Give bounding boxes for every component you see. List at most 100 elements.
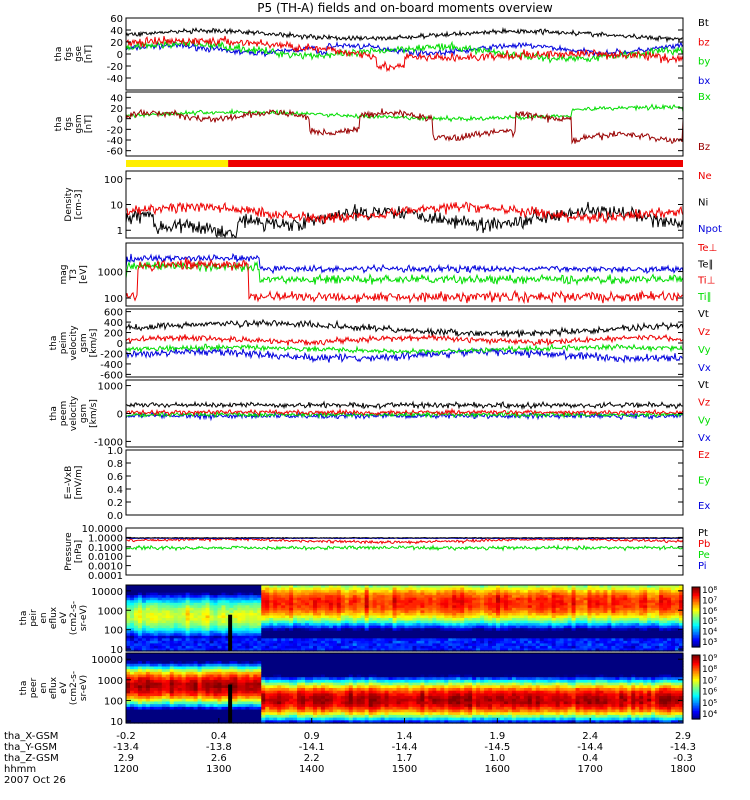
fgs-tick-label: 40 — [110, 26, 123, 37]
temp-ylabel: mag T3 [eV] — [59, 265, 89, 285]
peir-colorbar-label: 10⁶ — [702, 607, 717, 617]
x-tick-label-hhmm: 1500 — [392, 764, 417, 775]
peim-vel-tick-label: 0 — [117, 339, 123, 350]
fgs-gsm-ylabel-line: tha — [54, 117, 64, 132]
peem-vel-series-line — [125, 407, 684, 417]
fgs-tick-label: -40 — [107, 74, 123, 85]
fgs-gsm-frame — [125, 91, 684, 157]
peim-vel-ylabel: tha peim velocity gsm [km/s] — [49, 325, 99, 361]
fgs-series-line — [125, 35, 684, 73]
x-tick-label-Z: 2.2 — [304, 753, 320, 764]
efield-tick-label: 0.2 — [107, 498, 123, 509]
peim-vel-legend-Vz: Vz — [698, 327, 710, 338]
x-tick-label-hhmm: 1400 — [299, 764, 324, 775]
peem-vel-ylabel-line: gsm — [79, 404, 89, 423]
peer-tick-label: 100 — [104, 696, 123, 707]
temp-legend-Ti∥: Ti∥ — [697, 292, 712, 303]
peim-vel-ylabel-line: gsm — [79, 333, 89, 352]
x-tick-label-Y: -13.8 — [206, 742, 232, 753]
peem-vel-tick-label: 1000 — [98, 382, 123, 393]
peer-tick-label: 1000 — [98, 676, 123, 687]
fgs-series-line — [125, 26, 684, 44]
fgs-gsm-series-line — [125, 108, 684, 145]
density-ylabel: Density [cm-3] — [64, 187, 84, 222]
peer-colorbar-label: 10⁷ — [702, 676, 717, 686]
density-tick-label: 100 — [104, 175, 123, 186]
pressure-tick-label: 0.0100 — [88, 552, 123, 563]
efield-tick-label: 1.0 — [107, 446, 123, 457]
peir-colorbar-label: 10⁷ — [702, 596, 717, 606]
peir-tick-label: 1000 — [98, 606, 123, 617]
peir-data-gap — [228, 614, 233, 651]
pressure-tick-label: 0.0010 — [88, 562, 123, 573]
peer-ylabel-line: tha — [19, 681, 29, 696]
peer-ylabel-line: en — [39, 682, 49, 693]
fgs-ylabel-line: fgs — [64, 47, 74, 61]
density-legend-Npot: Npot — [698, 224, 722, 235]
fgs-tick-label: 0 — [117, 50, 123, 61]
pressure-ylabel-line: Pressure — [64, 532, 74, 571]
fgs-ylabel-line: gse — [74, 46, 84, 62]
x-tick-label-Z: 1.0 — [489, 753, 505, 764]
density-series-line — [125, 201, 684, 239]
peir-ylabel-line: tha — [19, 611, 29, 626]
temp-frame — [125, 242, 684, 307]
peir-ylabel-line: sr-eV) — [79, 605, 89, 631]
temp-legend-Ti⊥: Ti⊥ — [697, 276, 715, 287]
temp-legend-Te⊥: Te⊥ — [697, 243, 717, 254]
peim-vel-ylabel-line: tha — [49, 336, 59, 351]
fgs-tick-label: -20 — [107, 62, 123, 73]
mode-bar-red — [228, 160, 683, 167]
fgs-gsm-ylabel-line: [nT] — [84, 115, 94, 133]
mode-bar-yellow — [126, 160, 229, 167]
efield-legend-Ez: Ez — [698, 450, 710, 461]
peim-vel-series-line — [125, 343, 684, 356]
fgs-gsm-series-line — [125, 103, 684, 123]
peer-colorbar-label: 10⁴ — [702, 710, 717, 720]
pressure-legend-Pi: Pi — [698, 561, 707, 572]
fgs-tick-label: 60 — [110, 14, 123, 25]
peir-ylabel: tha peir en eflux eV (cm2-s-sr-eV) — [19, 601, 89, 635]
peem-vel-tick-label: -1000 — [94, 437, 123, 448]
peir-colorbar-label: 10⁴ — [702, 628, 717, 638]
x-tick-label-X: 2.9 — [675, 731, 691, 742]
pressure-ylabel: Pressure [nPa] — [64, 532, 84, 571]
density-legend-Ni: Ni — [698, 198, 708, 209]
chart-title: P5 (TH-A) fields and on-board moments ov… — [257, 1, 553, 15]
pressure-tick-label: 0.0001 — [88, 571, 123, 582]
peir-tick-label: 10 — [110, 645, 123, 656]
temp-legend-Te∥: Te∥ — [697, 259, 714, 270]
efield-tick-label: 0.0 — [107, 511, 123, 522]
peim-vel-legend-Vt: Vt — [698, 309, 709, 320]
temp-series-line — [125, 252, 684, 275]
x-tick-label-Y: -14.4 — [392, 742, 418, 753]
pressure-series-line — [125, 536, 684, 539]
peir-ylabel-line: peir — [29, 609, 39, 627]
fgs-legend-bx: bx — [698, 76, 710, 87]
fgs-gsm-legend-Bz: Bz — [698, 142, 710, 153]
peer-ylabel-line: sr-eV) — [79, 675, 89, 701]
pressure-legend-Pe: Pe — [698, 550, 710, 561]
pressure-tick-label: 1.0000 — [88, 533, 123, 544]
x-tick-label-X: -0.2 — [116, 731, 136, 742]
peim-vel-tick-label: -200 — [100, 349, 123, 360]
peir-colorbar-label: 10³ — [702, 638, 717, 648]
efield-tick-label: 0.8 — [107, 459, 123, 470]
peir-spectrogram — [126, 585, 684, 652]
peem-vel-legend-Vy: Vy — [698, 415, 711, 426]
peir-ylabel-line: eV — [59, 611, 69, 624]
pressure-tick-label: 0.1000 — [88, 543, 123, 554]
pressure-tick-label: 10.0000 — [82, 524, 123, 535]
x-tick-label-hhmm: 1200 — [113, 764, 138, 775]
x-tick-label-Z: 0.4 — [582, 753, 598, 764]
peim-vel-ylabel-line: velocity — [69, 325, 79, 361]
temp-ylabel-line: T3 — [69, 269, 79, 281]
density-tick-label: 10 — [110, 201, 123, 212]
peer-ylabel-line: (cm2-s- — [69, 671, 79, 705]
peem-vel-series-line — [125, 400, 684, 411]
x-tick-label-Y: -14.4 — [577, 742, 603, 753]
pressure-series-line — [125, 544, 684, 552]
